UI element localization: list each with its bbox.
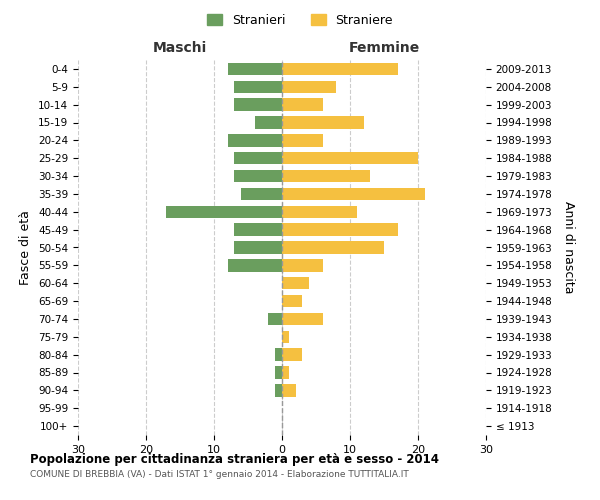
Bar [282,312,323,325]
Bar [282,366,289,379]
Y-axis label: Fasce di età: Fasce di età [19,210,32,285]
Bar [275,348,282,361]
Text: COMUNE DI BREBBIA (VA) - Dati ISTAT 1° gennaio 2014 - Elaborazione TUTTITALIA.IT: COMUNE DI BREBBIA (VA) - Dati ISTAT 1° g… [30,470,409,479]
Bar [282,277,309,289]
Bar [235,152,282,164]
Bar [235,170,282,182]
Bar [282,330,289,343]
Y-axis label: Anni di nascita: Anni di nascita [562,201,575,294]
Text: Popolazione per cittadinanza straniera per età e sesso - 2014: Popolazione per cittadinanza straniera p… [30,452,439,466]
Bar [282,152,418,164]
Bar [275,366,282,379]
Bar [282,170,370,182]
Bar [282,384,296,396]
Bar [282,134,323,146]
Bar [282,295,302,308]
Bar [235,80,282,93]
Bar [166,206,282,218]
Bar [227,62,282,75]
Bar [282,188,425,200]
Text: Femmine: Femmine [349,41,419,55]
Text: Maschi: Maschi [153,41,207,55]
Bar [255,116,282,128]
Bar [282,242,384,254]
Bar [282,259,323,272]
Bar [282,206,357,218]
Bar [282,116,364,128]
Bar [241,188,282,200]
Legend: Stranieri, Straniere: Stranieri, Straniere [202,8,398,32]
Bar [282,98,323,111]
Bar [227,259,282,272]
Bar [268,312,282,325]
Bar [282,62,398,75]
Bar [282,224,398,236]
Bar [282,80,337,93]
Bar [227,134,282,146]
Bar [282,348,302,361]
Bar [235,98,282,111]
Bar [275,384,282,396]
Bar [235,242,282,254]
Bar [235,224,282,236]
